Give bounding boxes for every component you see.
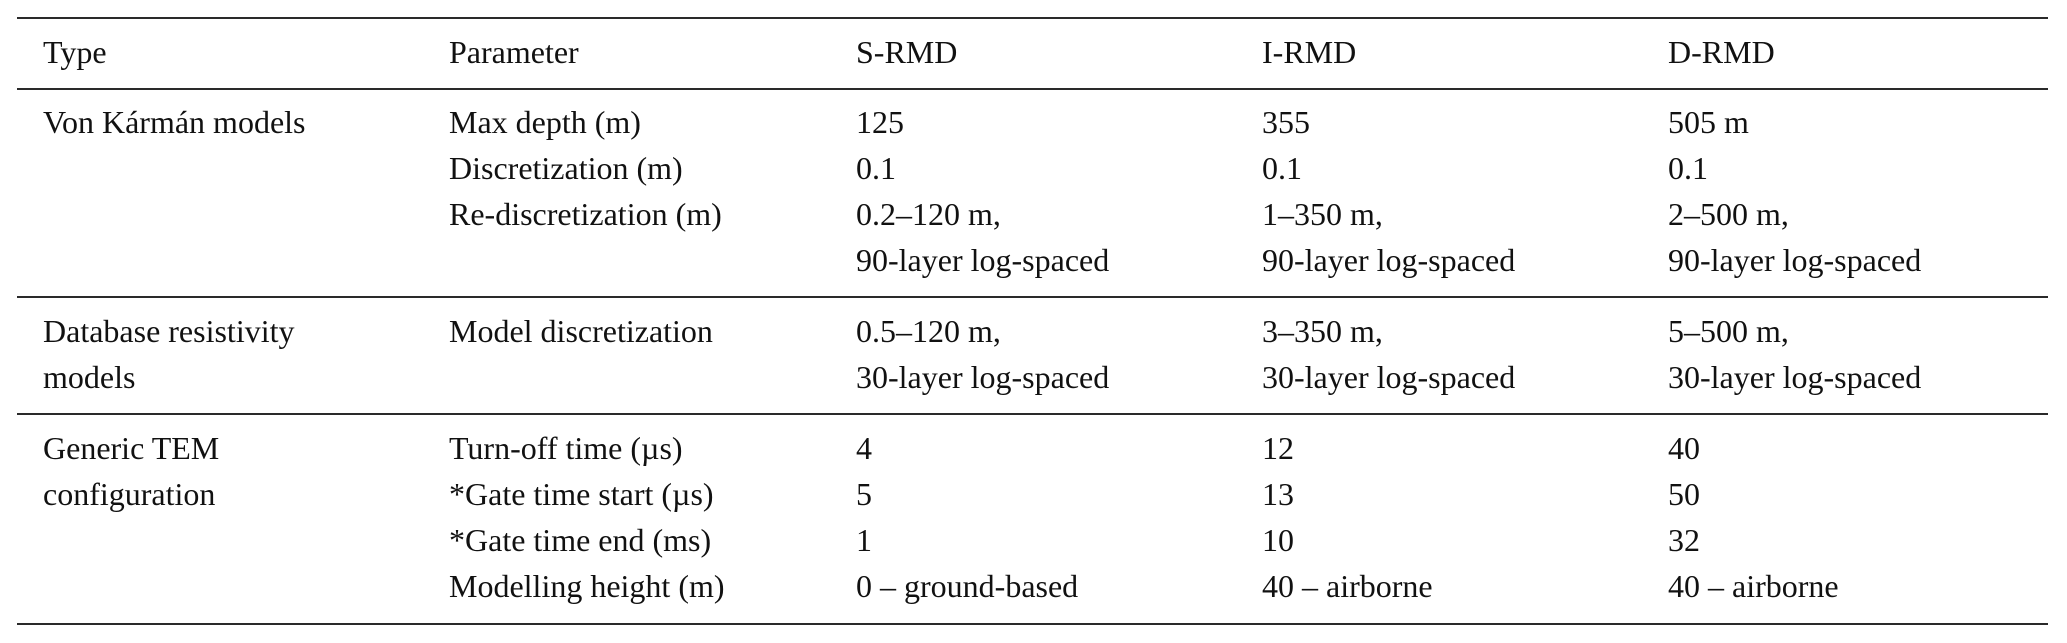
header-s-rmd: S-RMD xyxy=(856,34,958,70)
type-line: configuration xyxy=(43,476,216,512)
d-rmd-value: 32 xyxy=(1668,522,1700,558)
parameter-label: Discretization (m) xyxy=(449,150,683,186)
type-label: Database resistivity models xyxy=(43,308,294,400)
value-line: 5–500 m, xyxy=(1668,313,1789,349)
value-line: 0.5–120 m, xyxy=(856,313,1001,349)
table-top-rule xyxy=(17,17,2048,19)
s-rmd-value: 0.5–120 m, 30-layer log-spaced xyxy=(856,308,1109,400)
header-d-rmd: D-RMD xyxy=(1668,34,1775,70)
type-line: Generic TEM xyxy=(43,430,220,466)
s-rmd-value: 5 xyxy=(856,476,872,512)
i-rmd-value: 3–350 m, 30-layer log-spaced xyxy=(1262,308,1515,400)
parameter-label: *Gate time end (ms) xyxy=(449,522,712,558)
i-rmd-value: 12 xyxy=(1262,430,1294,466)
value-line: 30-layer log-spaced xyxy=(1668,359,1922,395)
group-divider-1 xyxy=(17,296,2048,298)
d-rmd-value: 2–500 m, 90-layer log-spaced xyxy=(1668,191,1921,283)
value-line: 90-layer log-spaced xyxy=(1262,242,1516,278)
s-rmd-value: 1 xyxy=(856,522,872,558)
parameter-label: Turn-off time (µs) xyxy=(449,430,683,466)
value-line: 2–500 m, xyxy=(1668,196,1789,232)
i-rmd-value: 355 xyxy=(1262,104,1310,140)
value-line: 90-layer log-spaced xyxy=(1668,242,1922,278)
group-divider-2 xyxy=(17,413,2048,415)
i-rmd-value: 10 xyxy=(1262,522,1294,558)
d-rmd-value: 40 – airborne xyxy=(1668,568,1839,604)
s-rmd-value: 0.1 xyxy=(856,150,896,186)
value-line: 3–350 m, xyxy=(1262,313,1383,349)
header-type: Type xyxy=(43,34,107,70)
header-parameter: Parameter xyxy=(449,34,579,70)
type-label: Generic TEM configuration xyxy=(43,425,219,517)
value-line: 1–350 m, xyxy=(1262,196,1383,232)
s-rmd-value: 0.2–120 m, 90-layer log-spaced xyxy=(856,191,1109,283)
i-rmd-value: 0.1 xyxy=(1262,150,1302,186)
header-i-rmd: I-RMD xyxy=(1262,34,1357,70)
header-bottom-rule xyxy=(17,88,2048,90)
parameter-label: *Gate time start (µs) xyxy=(449,476,714,512)
table-bottom-rule xyxy=(17,623,2048,625)
d-rmd-value: 505 m xyxy=(1668,104,1749,140)
parameter-label: Modelling height (m) xyxy=(449,568,725,604)
type-line: models xyxy=(43,359,136,395)
i-rmd-value: 40 – airborne xyxy=(1262,568,1433,604)
s-rmd-value: 125 xyxy=(856,104,904,140)
type-label: Von Kármán models xyxy=(43,104,306,140)
d-rmd-value: 5–500 m, 30-layer log-spaced xyxy=(1668,308,1921,400)
value-line: 90-layer log-spaced xyxy=(856,242,1110,278)
parameter-label: Max depth (m) xyxy=(449,104,641,140)
parameter-label: Model discretization xyxy=(449,313,713,349)
parameter-label: Re-discretization (m) xyxy=(449,196,722,232)
d-rmd-value: 40 xyxy=(1668,430,1700,466)
type-line: Database resistivity xyxy=(43,313,295,349)
i-rmd-value: 13 xyxy=(1262,476,1294,512)
d-rmd-value: 0.1 xyxy=(1668,150,1708,186)
value-line: 0.2–120 m, xyxy=(856,196,1001,232)
s-rmd-value: 0 – ground-based xyxy=(856,568,1079,604)
value-line: 30-layer log-spaced xyxy=(1262,359,1516,395)
i-rmd-value: 1–350 m, 90-layer log-spaced xyxy=(1262,191,1515,283)
d-rmd-value: 50 xyxy=(1668,476,1700,512)
value-line: 30-layer log-spaced xyxy=(856,359,1110,395)
s-rmd-value: 4 xyxy=(856,430,872,466)
